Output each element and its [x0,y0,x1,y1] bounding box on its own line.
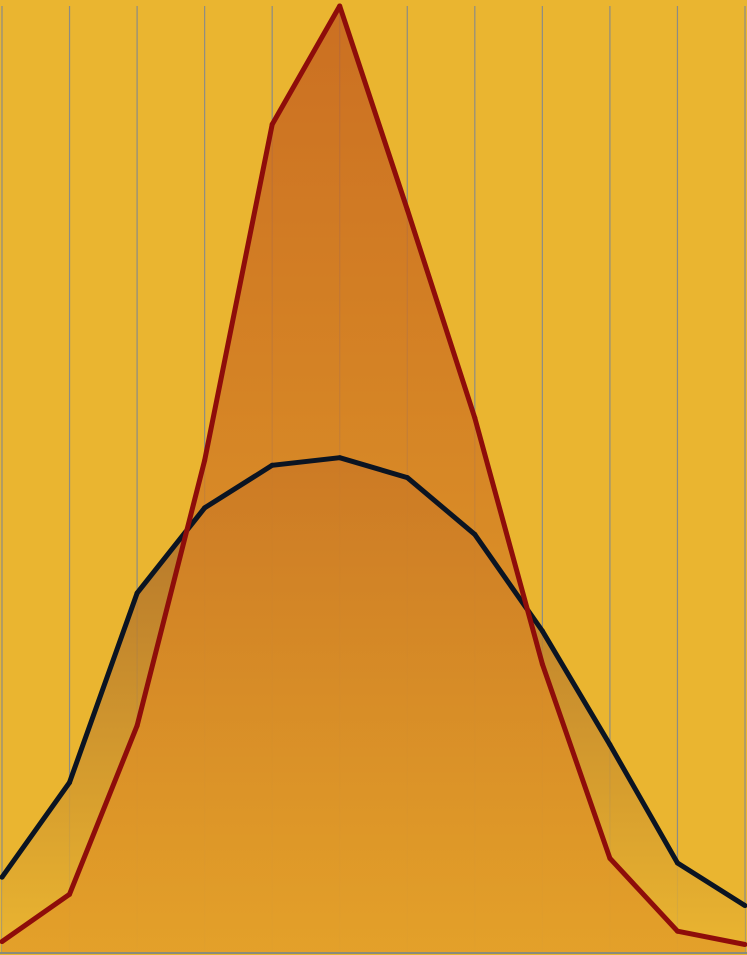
series-0-point-3 [202,505,208,511]
series-0-point-7 [472,531,478,537]
series-1-point-3 [202,458,208,464]
series-1-point-4 [269,121,275,127]
series-1-point-11 [742,942,747,947]
series-1-point-9 [607,855,613,861]
series-0-point-5 [337,455,343,461]
series-1-point-10 [675,928,680,934]
series-0-point-8 [539,628,545,634]
series-1-point-1 [67,891,72,897]
series-1-point-5 [337,3,343,9]
series-0-point-11 [742,903,747,909]
series-1-point-7 [472,415,478,421]
series-0-line [0,455,747,908]
series-1-point-2 [134,723,140,729]
series-0-point-6 [404,475,410,481]
series-1-point-8 [539,661,545,667]
series-1-point-6 [404,207,410,213]
series-1-point-0 [0,939,5,945]
series-0-point-4 [269,462,275,468]
series-0-point-10 [675,860,680,866]
series-0-point-0 [0,874,5,880]
series-0-point-9 [607,742,613,748]
series-layer [0,3,747,953]
series-1-line [0,3,746,947]
series-0-point-2 [134,590,140,596]
series-0-point-1 [67,780,72,785]
